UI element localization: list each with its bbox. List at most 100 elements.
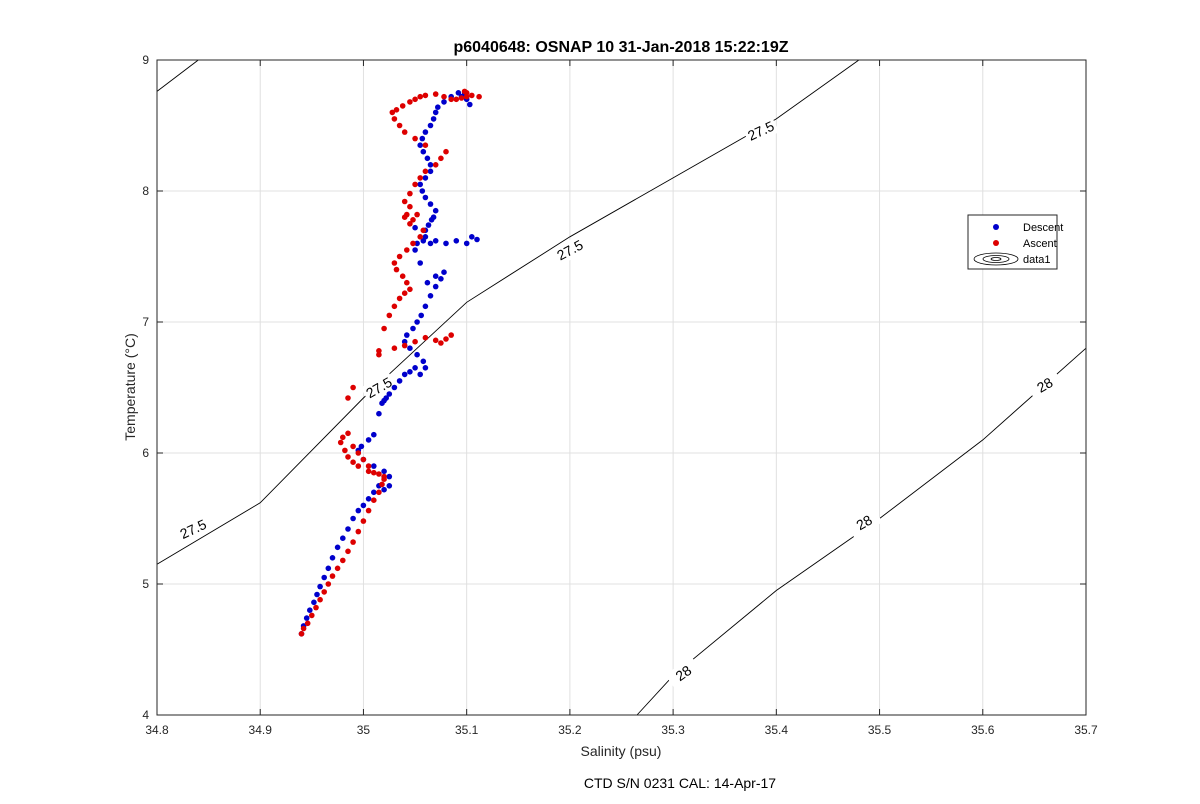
ascent-point bbox=[432, 337, 439, 344]
ascent-point bbox=[407, 286, 413, 293]
density-contour-line bbox=[636, 347, 1087, 716]
ascent-point bbox=[420, 227, 427, 234]
descent-point bbox=[419, 135, 426, 142]
descent-point bbox=[432, 109, 439, 116]
ascent-point bbox=[396, 295, 403, 302]
ascent-point bbox=[371, 497, 377, 504]
descent-point bbox=[435, 104, 441, 110]
ascent-point bbox=[407, 203, 413, 210]
descent-point bbox=[321, 574, 328, 581]
x-tick-label: 35.3 bbox=[661, 723, 685, 737]
descent-point bbox=[417, 181, 424, 188]
descent-point bbox=[414, 351, 420, 358]
ascent-point bbox=[453, 96, 460, 103]
y-tick-label: 6 bbox=[142, 446, 149, 460]
descent-point bbox=[432, 207, 439, 214]
descent-point bbox=[432, 273, 439, 280]
ascent-point bbox=[371, 469, 377, 476]
descent-point bbox=[407, 369, 413, 375]
ascent-point bbox=[432, 162, 439, 168]
ascent-point bbox=[422, 92, 429, 99]
descent-point bbox=[467, 101, 473, 108]
ascent-point bbox=[321, 589, 328, 595]
ascent-point bbox=[340, 557, 346, 564]
descent-point bbox=[407, 345, 413, 352]
descent-point bbox=[419, 188, 426, 194]
descent-point bbox=[422, 194, 429, 201]
descent-point bbox=[355, 507, 362, 514]
descent-point bbox=[425, 222, 432, 228]
x-axis-ticks: 34.8 34.9 35 35.1 35.2 35.3 35.4 35.5 35.6 35.7 bbox=[145, 60, 1098, 737]
ascent-point bbox=[393, 107, 400, 113]
ascent-point bbox=[381, 325, 387, 332]
contour-label-bg bbox=[665, 656, 702, 690]
ascent-point bbox=[476, 93, 482, 100]
ascent-point bbox=[401, 129, 408, 135]
y-axis-label: Temperature (°C) bbox=[122, 333, 138, 441]
data-points bbox=[298, 88, 482, 637]
descent-point bbox=[418, 312, 425, 319]
ascent-point bbox=[355, 463, 362, 469]
ascent-point bbox=[461, 88, 468, 95]
ascent-point bbox=[391, 303, 398, 310]
ascent-point bbox=[410, 217, 416, 223]
ascent-point bbox=[317, 596, 323, 603]
ascent-point bbox=[469, 92, 475, 99]
ascent-point bbox=[389, 109, 396, 116]
legend-label-ascent: Ascent bbox=[1023, 238, 1057, 250]
descent-point bbox=[422, 175, 429, 181]
descent-point bbox=[391, 384, 398, 391]
ascent-point bbox=[412, 338, 418, 345]
descent-point bbox=[404, 332, 410, 338]
ascent-point bbox=[417, 175, 424, 181]
ascent-point bbox=[376, 351, 382, 358]
descent-point bbox=[443, 240, 449, 247]
contour-label: 28 bbox=[1034, 374, 1056, 396]
legend: Descent Ascent data1 bbox=[967, 214, 1063, 270]
ascent-point bbox=[309, 612, 315, 619]
x-tick-label: 35.5 bbox=[868, 723, 892, 737]
descent-point bbox=[453, 238, 460, 244]
descent-point bbox=[417, 142, 424, 148]
ascent-point bbox=[391, 345, 398, 352]
descent-point bbox=[422, 303, 429, 310]
ascent-point bbox=[365, 463, 372, 469]
y-tick-label: 5 bbox=[142, 577, 149, 591]
ascent-point bbox=[410, 240, 416, 247]
descent-point bbox=[455, 90, 462, 96]
ascent-point bbox=[329, 573, 336, 579]
ascent-point bbox=[401, 342, 408, 349]
descent-point bbox=[386, 473, 393, 480]
ascent-point bbox=[379, 481, 385, 488]
ascent-point bbox=[313, 604, 319, 611]
descent-point bbox=[414, 240, 420, 247]
chart-title: p6040648: OSNAP 10 31-Jan-2018 15:22:19Z bbox=[453, 39, 788, 56]
contour-label: 28 bbox=[853, 512, 875, 534]
descent-point bbox=[401, 371, 408, 378]
ascent-point bbox=[448, 96, 455, 103]
ascent-point bbox=[396, 253, 403, 260]
descent-point bbox=[414, 319, 420, 325]
descent-point bbox=[371, 489, 377, 496]
ascent-point bbox=[432, 91, 439, 97]
ascent-point bbox=[355, 450, 362, 456]
descent-point bbox=[438, 276, 444, 282]
legend-box bbox=[967, 214, 1058, 270]
descent-point bbox=[365, 496, 372, 502]
x-tick-label: 35.4 bbox=[765, 723, 789, 737]
density-contour-line bbox=[156, 59, 199, 92]
ascent-point bbox=[399, 273, 406, 280]
descent-point bbox=[430, 116, 437, 122]
descent-point bbox=[401, 338, 408, 345]
descent-point bbox=[427, 168, 434, 175]
series-ascent bbox=[298, 88, 482, 637]
ascent-point bbox=[412, 96, 418, 103]
descent-point bbox=[311, 599, 317, 606]
descent-point bbox=[307, 607, 313, 613]
ascent-point bbox=[337, 439, 344, 446]
ascent-point bbox=[422, 334, 429, 341]
contour-label-bg bbox=[742, 115, 780, 146]
descent-point bbox=[412, 247, 418, 253]
ascent-point bbox=[350, 459, 356, 466]
